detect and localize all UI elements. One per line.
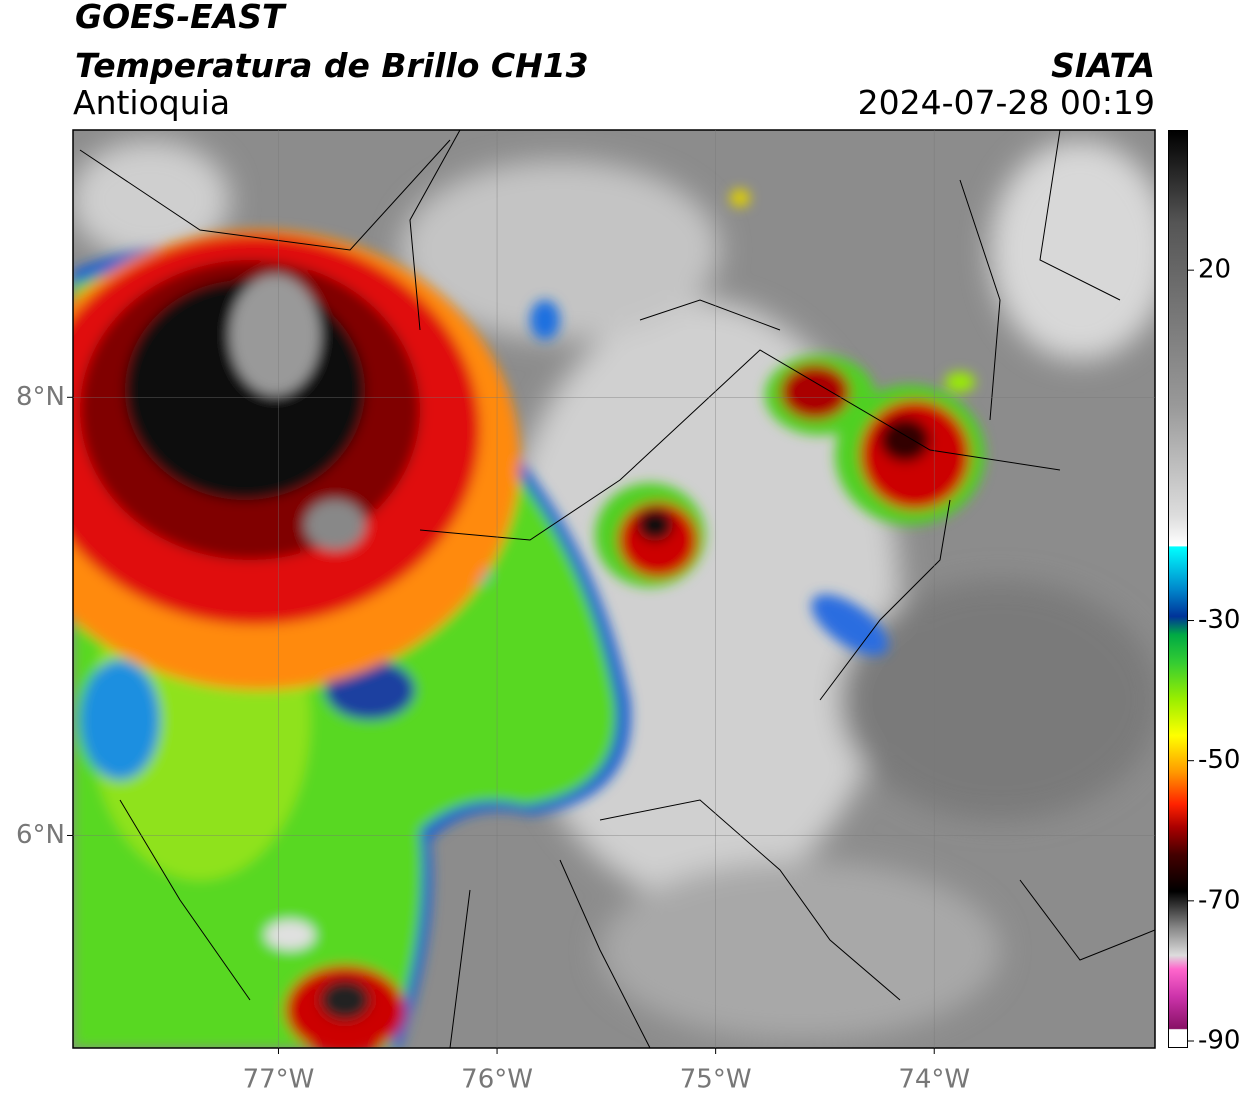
source: SIATA <box>1051 46 1155 85</box>
region: Antioquia <box>73 83 231 122</box>
title: GOES-EAST <box>75 0 285 36</box>
subtitle: Temperatura de Brillo CH13 <box>75 46 589 85</box>
lon-tick-label: 76°W <box>461 1065 533 1095</box>
lon-tick-label: 77°W <box>243 1065 315 1095</box>
colorbar <box>1168 130 1188 1048</box>
lat-tick-label: 8°N <box>16 382 65 412</box>
timestamp: 2024-07-28 00:19 <box>857 83 1155 122</box>
colorbar-tick-label: -90 <box>1198 1025 1240 1055</box>
colorbar-tick-label: -70 <box>1198 885 1240 915</box>
colorbar-tick-label: -30 <box>1198 605 1240 635</box>
colorbar-tick-label: 20 <box>1198 255 1231 285</box>
lat-tick-label: 6°N <box>16 820 65 850</box>
colorbar-tick-label: -50 <box>1198 745 1240 775</box>
imagery <box>73 130 1155 1048</box>
lon-tick-label: 75°W <box>680 1065 752 1095</box>
lon-tick-label: 74°W <box>898 1065 970 1095</box>
map-frame <box>72 129 1156 1049</box>
